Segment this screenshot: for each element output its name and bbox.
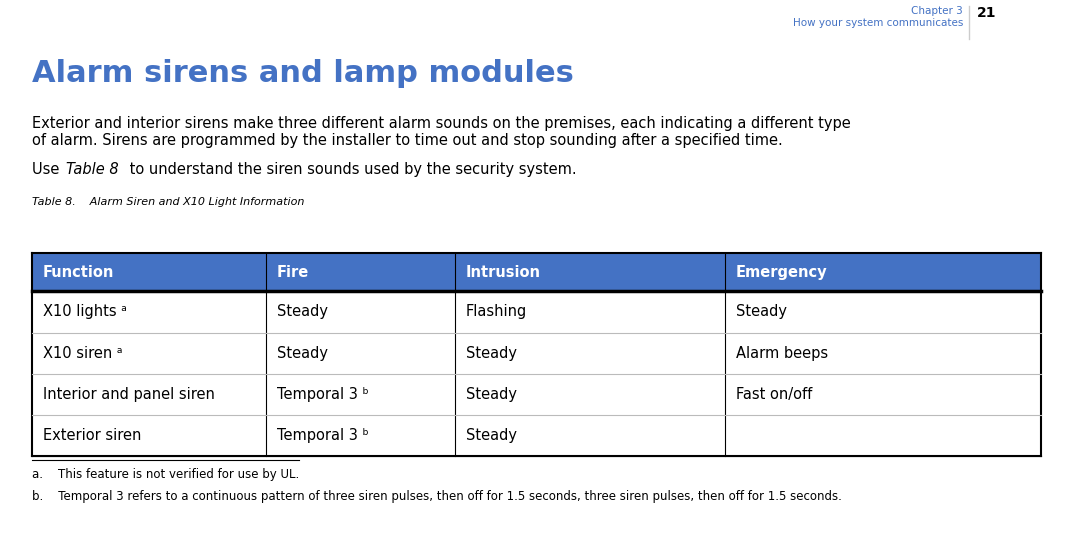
Text: Table 8.    Alarm Siren and X10 Light Information: Table 8. Alarm Siren and X10 Light Infor…: [32, 197, 305, 207]
Text: a.    This feature is not verified for use by UL.: a. This feature is not verified for use …: [32, 468, 299, 480]
Text: Fast on/off: Fast on/off: [737, 387, 812, 402]
Text: Emergency: Emergency: [737, 265, 827, 279]
Text: Intrusion: Intrusion: [466, 265, 541, 279]
Text: to understand the siren sounds used by the security system.: to understand the siren sounds used by t…: [125, 162, 576, 178]
Text: of alarm. Sirens are programmed by the installer to time out and stop sounding a: of alarm. Sirens are programmed by the i…: [32, 133, 783, 148]
Text: X10 siren ᵃ: X10 siren ᵃ: [43, 346, 122, 361]
Text: Steady: Steady: [466, 346, 516, 361]
Bar: [32, 253, 1041, 291]
Text: X10 lights ᵃ: X10 lights ᵃ: [43, 304, 126, 319]
Text: Steady: Steady: [466, 428, 516, 444]
Text: Temporal 3 ᵇ: Temporal 3 ᵇ: [277, 387, 369, 402]
Text: Flashing: Flashing: [466, 304, 527, 319]
Text: Function: Function: [43, 265, 114, 279]
Text: Exterior and interior sirens make three different alarm sounds on the premises, : Exterior and interior sirens make three …: [32, 116, 851, 131]
Text: 21: 21: [977, 6, 996, 20]
Text: Steady: Steady: [277, 346, 328, 361]
Text: Steady: Steady: [277, 304, 328, 319]
Text: Alarm beeps: Alarm beeps: [737, 346, 828, 361]
Text: Exterior siren: Exterior siren: [43, 428, 141, 444]
Text: Use: Use: [32, 162, 64, 178]
Text: Steady: Steady: [466, 387, 516, 402]
Text: Interior and panel siren: Interior and panel siren: [43, 387, 215, 402]
Text: Chapter 3: Chapter 3: [912, 6, 963, 16]
Text: How your system communicates: How your system communicates: [793, 18, 963, 28]
Text: Steady: Steady: [737, 304, 787, 319]
Text: Fire: Fire: [277, 265, 309, 279]
Text: Temporal 3 ᵇ: Temporal 3 ᵇ: [277, 428, 369, 444]
Text: Alarm sirens and lamp modules: Alarm sirens and lamp modules: [32, 59, 574, 88]
Text: Table 8: Table 8: [66, 162, 119, 178]
Text: b.    Temporal 3 refers to a continuous pattern of three siren pulses, then off : b. Temporal 3 refers to a continuous pat…: [32, 490, 842, 503]
